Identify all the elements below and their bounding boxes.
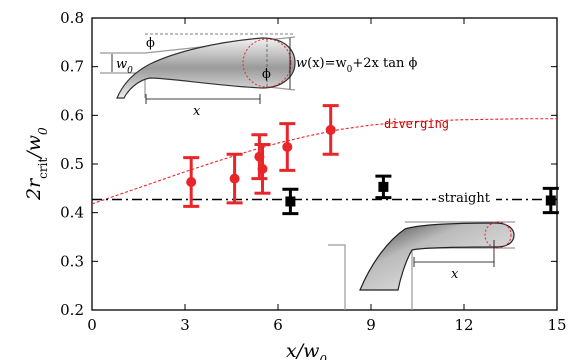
data-point-straight bbox=[545, 195, 556, 206]
x-tick-label: 12 bbox=[454, 316, 473, 334]
data-point-diverging bbox=[186, 177, 197, 188]
y-tick-label: 0.8 bbox=[60, 9, 84, 27]
straight-label: straight bbox=[438, 191, 491, 206]
x-tick-label: 3 bbox=[180, 316, 190, 334]
data-point-diverging bbox=[257, 163, 268, 174]
data-point-diverging bbox=[325, 124, 336, 135]
straight-label-bg bbox=[436, 190, 496, 206]
inset-top-phi-label-2: ϕ bbox=[262, 67, 271, 82]
inset-top-droplet bbox=[116, 37, 296, 99]
x-axis-label: x/w0 bbox=[286, 340, 327, 360]
y-tick-label: 0.6 bbox=[60, 106, 84, 124]
y-tick-label: 0.5 bbox=[60, 155, 84, 173]
inset-top-w0-label: w0 bbox=[116, 57, 133, 76]
y-axis-label: 2rcrit/w0 bbox=[23, 127, 50, 201]
diverging-curve bbox=[91, 118, 557, 205]
diverging-label: diverging bbox=[384, 117, 449, 131]
data-points bbox=[183, 104, 559, 216]
inset-bottom-droplet bbox=[359, 222, 515, 291]
inset-bottom-x-label: x bbox=[451, 267, 459, 282]
y-tick-label: 0.2 bbox=[60, 301, 84, 319]
inset-bottom-critical-circle bbox=[484, 221, 512, 249]
inset-top-formula: w(x)=w0+2x tan ϕ bbox=[296, 56, 417, 75]
inset-straight-channel: x bbox=[328, 221, 515, 310]
y-tick-label: 0.7 bbox=[60, 58, 84, 76]
inset-top-phi-label: ϕ bbox=[146, 36, 155, 51]
data-point-straight bbox=[285, 196, 296, 207]
x-tick-label: 9 bbox=[366, 316, 376, 334]
inset-diverging-channel: ϕ ϕ w0 x w(x)=w0+2x tan ϕ bbox=[100, 33, 417, 119]
data-point-diverging bbox=[229, 173, 240, 184]
axis-ticks: 0 3 6 9 12 15 0.2 0.3 0.4 0.5 0.6 0.7 0.8 bbox=[60, 9, 566, 334]
inset-bottom-wall-left bbox=[328, 244, 346, 310]
x-tick-label: 15 bbox=[547, 316, 566, 334]
y-tick-label: 0.3 bbox=[60, 252, 84, 270]
x-tick-label: 6 bbox=[273, 316, 283, 334]
data-point-straight bbox=[378, 181, 389, 192]
x-tick-label: 0 bbox=[87, 316, 97, 334]
data-point-diverging bbox=[282, 141, 293, 152]
inset-top-x-label: x bbox=[193, 104, 201, 119]
y-tick-label: 0.4 bbox=[60, 204, 84, 222]
